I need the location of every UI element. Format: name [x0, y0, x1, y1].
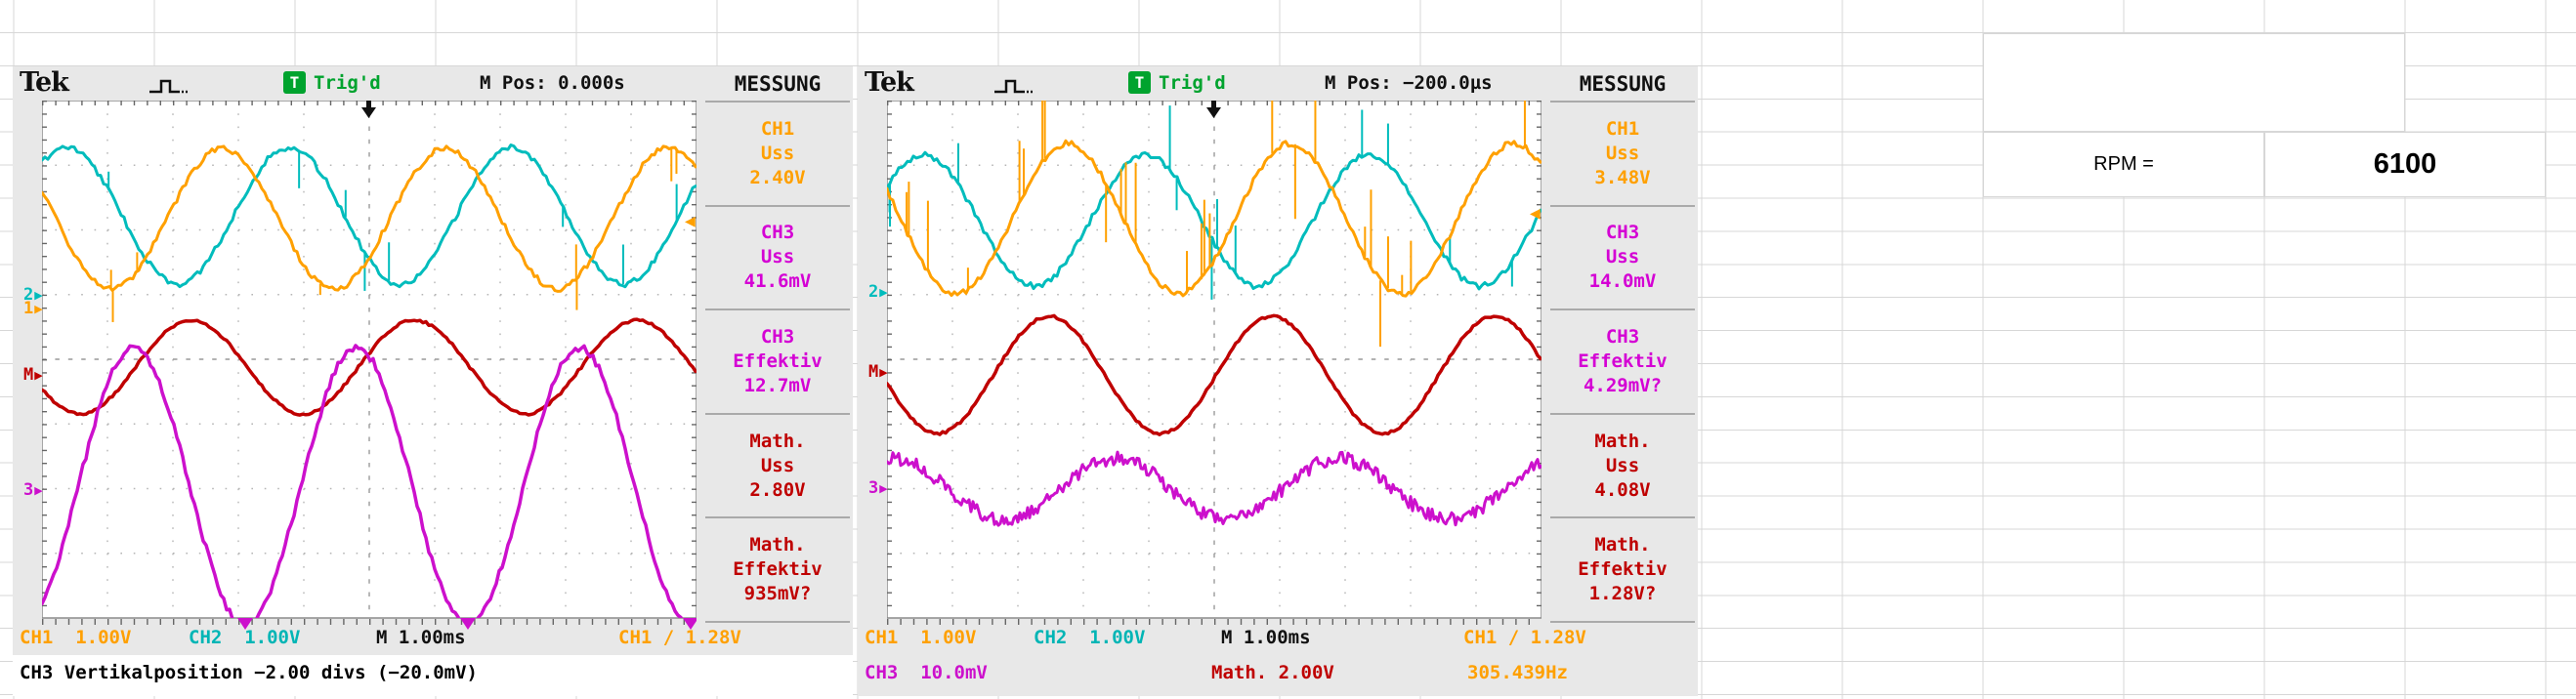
status-readout: CH3 Vertikalposition −2.00 divs (−20.0mV… [20, 662, 478, 683]
measurement-readout: Math. Effektiv 935mV? [705, 516, 850, 621]
measurement-readout: CH3 Uss 14.0mV [1550, 204, 1695, 309]
trigger-level-readout: CH1 / 1.28V [1463, 627, 1586, 648]
rpm-value-cell[interactable]: 6100 [2264, 132, 2546, 197]
status-readout: CH3 10.0mV [865, 662, 988, 683]
channel-position-marker: M ▶ [23, 365, 43, 385]
spreadsheet-empty-merged-cell[interactable] [1983, 33, 2405, 132]
tek-logo: Tek [865, 67, 914, 98]
measurement-menu: CH1 Uss 2.40V CH3 Uss 41.6mV CH3 Effektiv 12.7mV… [700, 101, 853, 623]
trigger-status-text: Trig'd [314, 72, 381, 94]
trigger-status-icon: T [1128, 71, 1151, 94]
horizontal-position-readout: M Pos: 0.000s [480, 72, 625, 94]
trigger-level-marker: ◀ [685, 214, 696, 229]
measurement-menu-title: MESSUNG [1579, 72, 1667, 96]
status-readout: Math. 2.00V [1211, 662, 1334, 683]
status-readout: 305.439Hz [1467, 662, 1568, 683]
measurement-readout: CH3 Uss 41.6mV [705, 204, 850, 309]
horizontal-position-readout: M Pos: −200.0µs [1325, 72, 1493, 94]
channel-position-marker: 2 ▶ [868, 282, 888, 302]
trigger-waveform-icon [149, 79, 188, 94]
rpm-value: 6100 [2373, 148, 2437, 180]
tek-logo: Tek [20, 67, 69, 98]
trigger-level-readout: CH1 / 1.28V [618, 627, 741, 648]
rpm-label-cell[interactable]: RPM = [1983, 132, 2264, 197]
oscilloscope-capture-1: Tek T Trig'd M Pos: 0.000s MESSUNG CH1 Us… [13, 66, 853, 696]
channel-position-marker: 3 ▶ [868, 478, 888, 498]
measurement-readout: CH1 Uss 2.40V [705, 101, 850, 205]
measurement-readout: CH1 Uss 3.48V [1550, 101, 1695, 205]
ch2-scale-readout: CH2 1.00V [1034, 627, 1146, 648]
measurement-readout: Math. Uss 4.08V [1550, 412, 1695, 517]
rpm-label: RPM = [2093, 153, 2154, 175]
measurement-readout: CH3 Effektiv 12.7mV [705, 308, 850, 413]
timebase-readout: M 1.00ms [376, 627, 466, 648]
channel-position-marker: 2 ▶ [23, 285, 43, 305]
measurement-readout: Math. Effektiv 1.28V? [1550, 516, 1695, 621]
graticule-display [887, 101, 1541, 625]
ch2-scale-readout: CH2 1.00V [189, 627, 301, 648]
ch1-scale-readout: CH1 1.00V [865, 627, 977, 648]
measurement-readout: Math. Uss 2.80V [705, 412, 850, 517]
trigger-status-text: Trig'd [1159, 72, 1226, 94]
status-message-row: CH3 10.0mV Math. 2.00V 305.439Hz [858, 655, 1698, 696]
measurement-menu-title: MESSUNG [734, 72, 822, 96]
measurement-readout: CH3 Effektiv 4.29mV? [1550, 308, 1695, 413]
status-message-row: CH3 Vertikalposition −2.00 divs (−20.0mV… [13, 655, 853, 696]
channel-position-marker: 1 ▶ [23, 299, 43, 318]
measurement-menu: CH1 Uss 3.48V CH3 Uss 14.0mV CH3 Effektiv 4.29mV… [1545, 101, 1698, 623]
timebase-readout: M 1.00ms [1221, 627, 1311, 648]
channel-position-marker: M ▶ [868, 362, 888, 382]
oscilloscope-capture-2: Tek T Trig'd M Pos: −200.0µs MESSUNG CH1… [858, 66, 1698, 696]
trigger-status-icon: T [283, 71, 306, 94]
graticule-display [42, 101, 697, 630]
trigger-level-marker: ◀ [1530, 206, 1541, 222]
channel-position-marker: 3 ▶ [23, 480, 43, 500]
trigger-waveform-icon [994, 79, 1033, 94]
ch1-scale-readout: CH1 1.00V [20, 627, 132, 648]
